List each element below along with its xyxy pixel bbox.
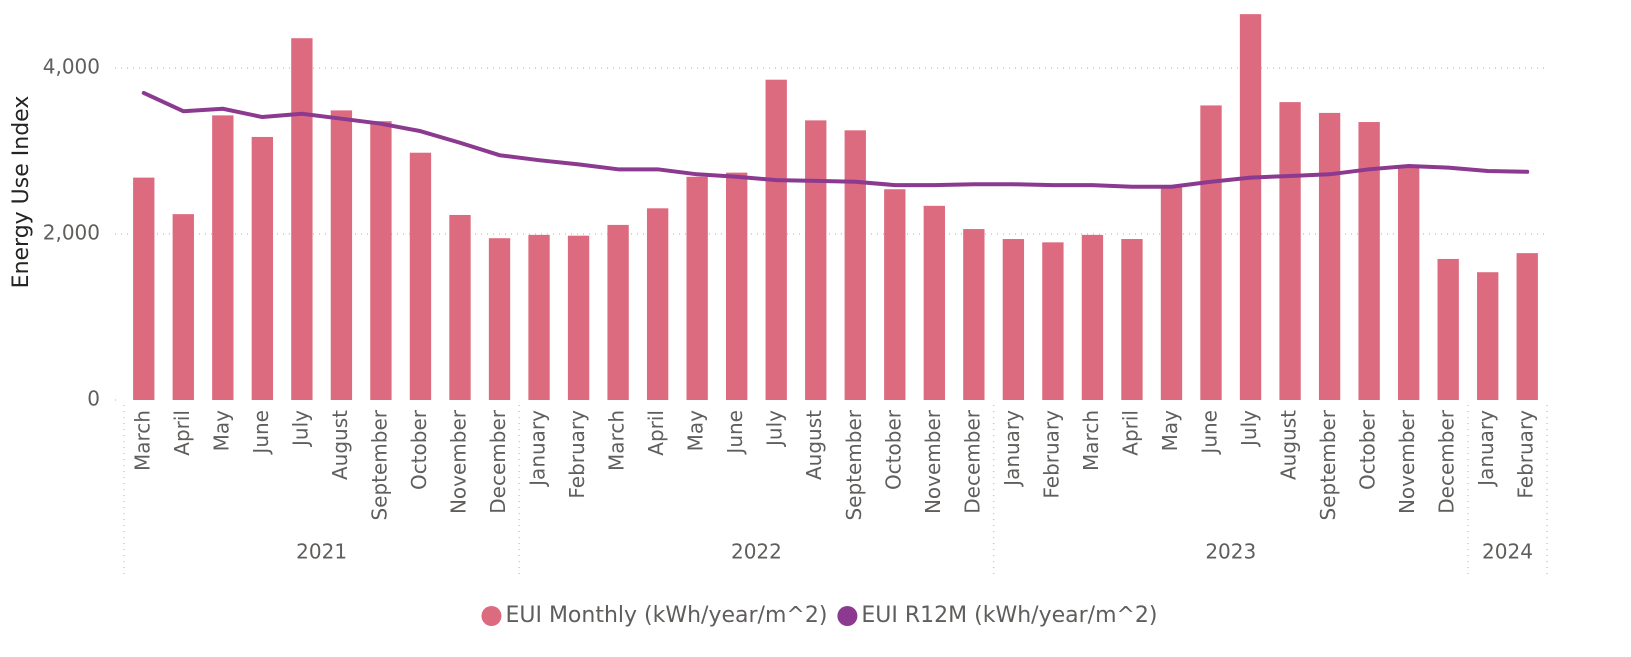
y-tick-label: 0 [87,387,100,411]
legend-label: EUI Monthly (kWh/year/m^2) [505,603,827,628]
bar [844,130,866,400]
bar [488,238,511,400]
group-label: 2024 [1482,540,1533,564]
group-label: 2023 [1205,540,1256,564]
x-tick-label: July [1237,410,1261,448]
bar [1081,234,1104,400]
x-tick-label: November [921,409,945,514]
x-tick-label: December [960,409,984,513]
legend: EUI Monthly (kWh/year/m^2) EUI R12M (kWh/… [481,603,1158,628]
bar [1002,239,1025,400]
x-tick-label: January [1474,410,1498,488]
x-tick-label: September [367,409,391,520]
x-tick-label: January [1000,410,1024,488]
bar [172,214,194,400]
x-tick-label: December [1435,409,1459,513]
bar [1318,112,1341,400]
x-tick-label: February [1514,410,1538,499]
x-tick-label: October [407,409,431,490]
bar [923,205,945,400]
x-tick-label: June [249,410,273,456]
bar [963,229,985,400]
bar [726,172,748,400]
bar [528,234,550,400]
x-tick-label: August [802,410,826,480]
y-tick-label: 4,000 [43,55,100,79]
bar [646,208,669,400]
bar [1279,102,1301,400]
bar [330,110,353,400]
x-tick-label: April [170,410,194,456]
x-tick-label: September [1316,409,1340,520]
x-tick-label: March [1079,410,1103,471]
x-tick-label: April [1118,410,1142,456]
bar [1200,105,1222,400]
x-tick-label: November [446,409,470,514]
x-tick-label: November [1395,409,1419,514]
bar [1042,242,1064,400]
group-label: 2022 [731,540,782,564]
x-tick-label: September [842,409,866,520]
x-tick-label: February [1039,410,1063,499]
y-axis-title: Energy Use Index [9,96,34,289]
bar [1397,166,1420,400]
x-tick-label: July [288,410,312,448]
x-tick-label: March [605,410,629,471]
y-tick-label: 2,000 [43,221,100,245]
x-tick-label: December [486,409,510,513]
x-tick-label: August [328,410,352,480]
x-tick-label: January [526,410,550,488]
bar [1358,122,1380,401]
bar [291,38,313,400]
line [141,90,1530,189]
bar [370,121,392,400]
legend-swatch [837,606,858,626]
bar [212,115,234,400]
bar [884,189,906,400]
bar [765,79,787,401]
x-tick-label: April [644,410,668,456]
x-tick-label: July [763,410,787,448]
bar [1160,185,1183,400]
x-tick-label: August [1277,410,1301,480]
x-tick-label: February [565,410,589,499]
x-tick-label: June [723,410,747,456]
bar [1516,253,1538,400]
bar [1121,239,1143,400]
legend-label: EUI R12M (kWh/year/m^2) [861,603,1157,628]
x-tick-label: May [684,410,708,452]
bar [133,177,155,400]
legend-swatch [481,606,502,626]
bar [1239,14,1262,401]
group-label: 2021 [296,540,347,564]
x-tick-label: October [881,409,905,490]
x-tick-label: October [1356,409,1380,490]
bar [607,224,629,400]
bar [1477,272,1499,400]
bar [1437,258,1459,400]
bar [251,136,274,400]
x-tick-label: March [130,410,154,471]
bar [686,176,708,400]
x-tick-label: May [1158,410,1182,452]
bar [567,235,590,400]
bar [409,152,432,400]
x-tick-label: June [1198,410,1222,456]
bar [449,214,471,400]
x-tick-label: May [209,410,233,452]
bar [805,120,827,401]
